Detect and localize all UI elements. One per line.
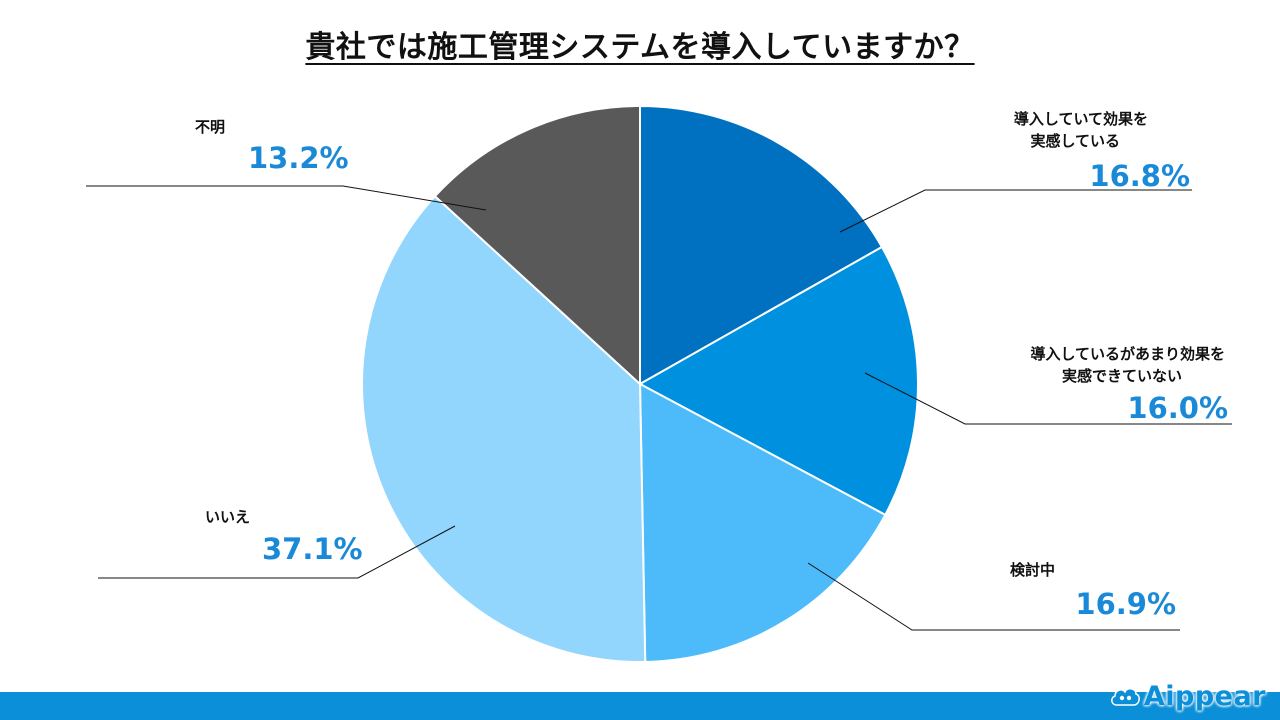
slice-value-5: 13.2%: [248, 141, 349, 175]
slice-label-1: 導入していて効果を: [1014, 110, 1148, 128]
slice-label-4: いいえ: [205, 508, 250, 526]
cloud-icon: [1110, 688, 1140, 706]
slice-label-2: 導入しているがあまり効果を: [1030, 345, 1225, 363]
slice-value-4: 37.1%: [262, 532, 363, 566]
slice-value-1: 16.8%: [1089, 159, 1190, 193]
slice-label-1: 実感している: [1030, 132, 1120, 150]
pie-slice-1: [639, 104, 884, 386]
leader-line-1: [839, 189, 1192, 233]
pie-slice-3: [638, 382, 887, 663]
slice-label-2: 実感できていない: [1062, 367, 1182, 385]
brand-logo: Aippear: [1109, 676, 1266, 716]
leader-line-4: [98, 525, 456, 579]
slice-value-3: 16.9%: [1075, 587, 1176, 621]
pie-slice-5: [433, 104, 641, 387]
slice-label-5: 不明: [195, 118, 225, 136]
brand-name: Aippear: [1143, 680, 1266, 712]
pie-slice-2: [637, 245, 919, 517]
leader-line-3: [807, 562, 1180, 631]
slice-label-3: 検討中: [1010, 561, 1055, 579]
leader-line-2: [864, 372, 1232, 425]
page-title: 貴社では施工管理システムを導入していますか？: [305, 30, 975, 65]
leader-line-5: [86, 185, 487, 211]
slice-value-2: 16.0%: [1127, 391, 1228, 425]
pie-slice-4: [360, 194, 647, 663]
footer-bar: [0, 692, 1280, 720]
